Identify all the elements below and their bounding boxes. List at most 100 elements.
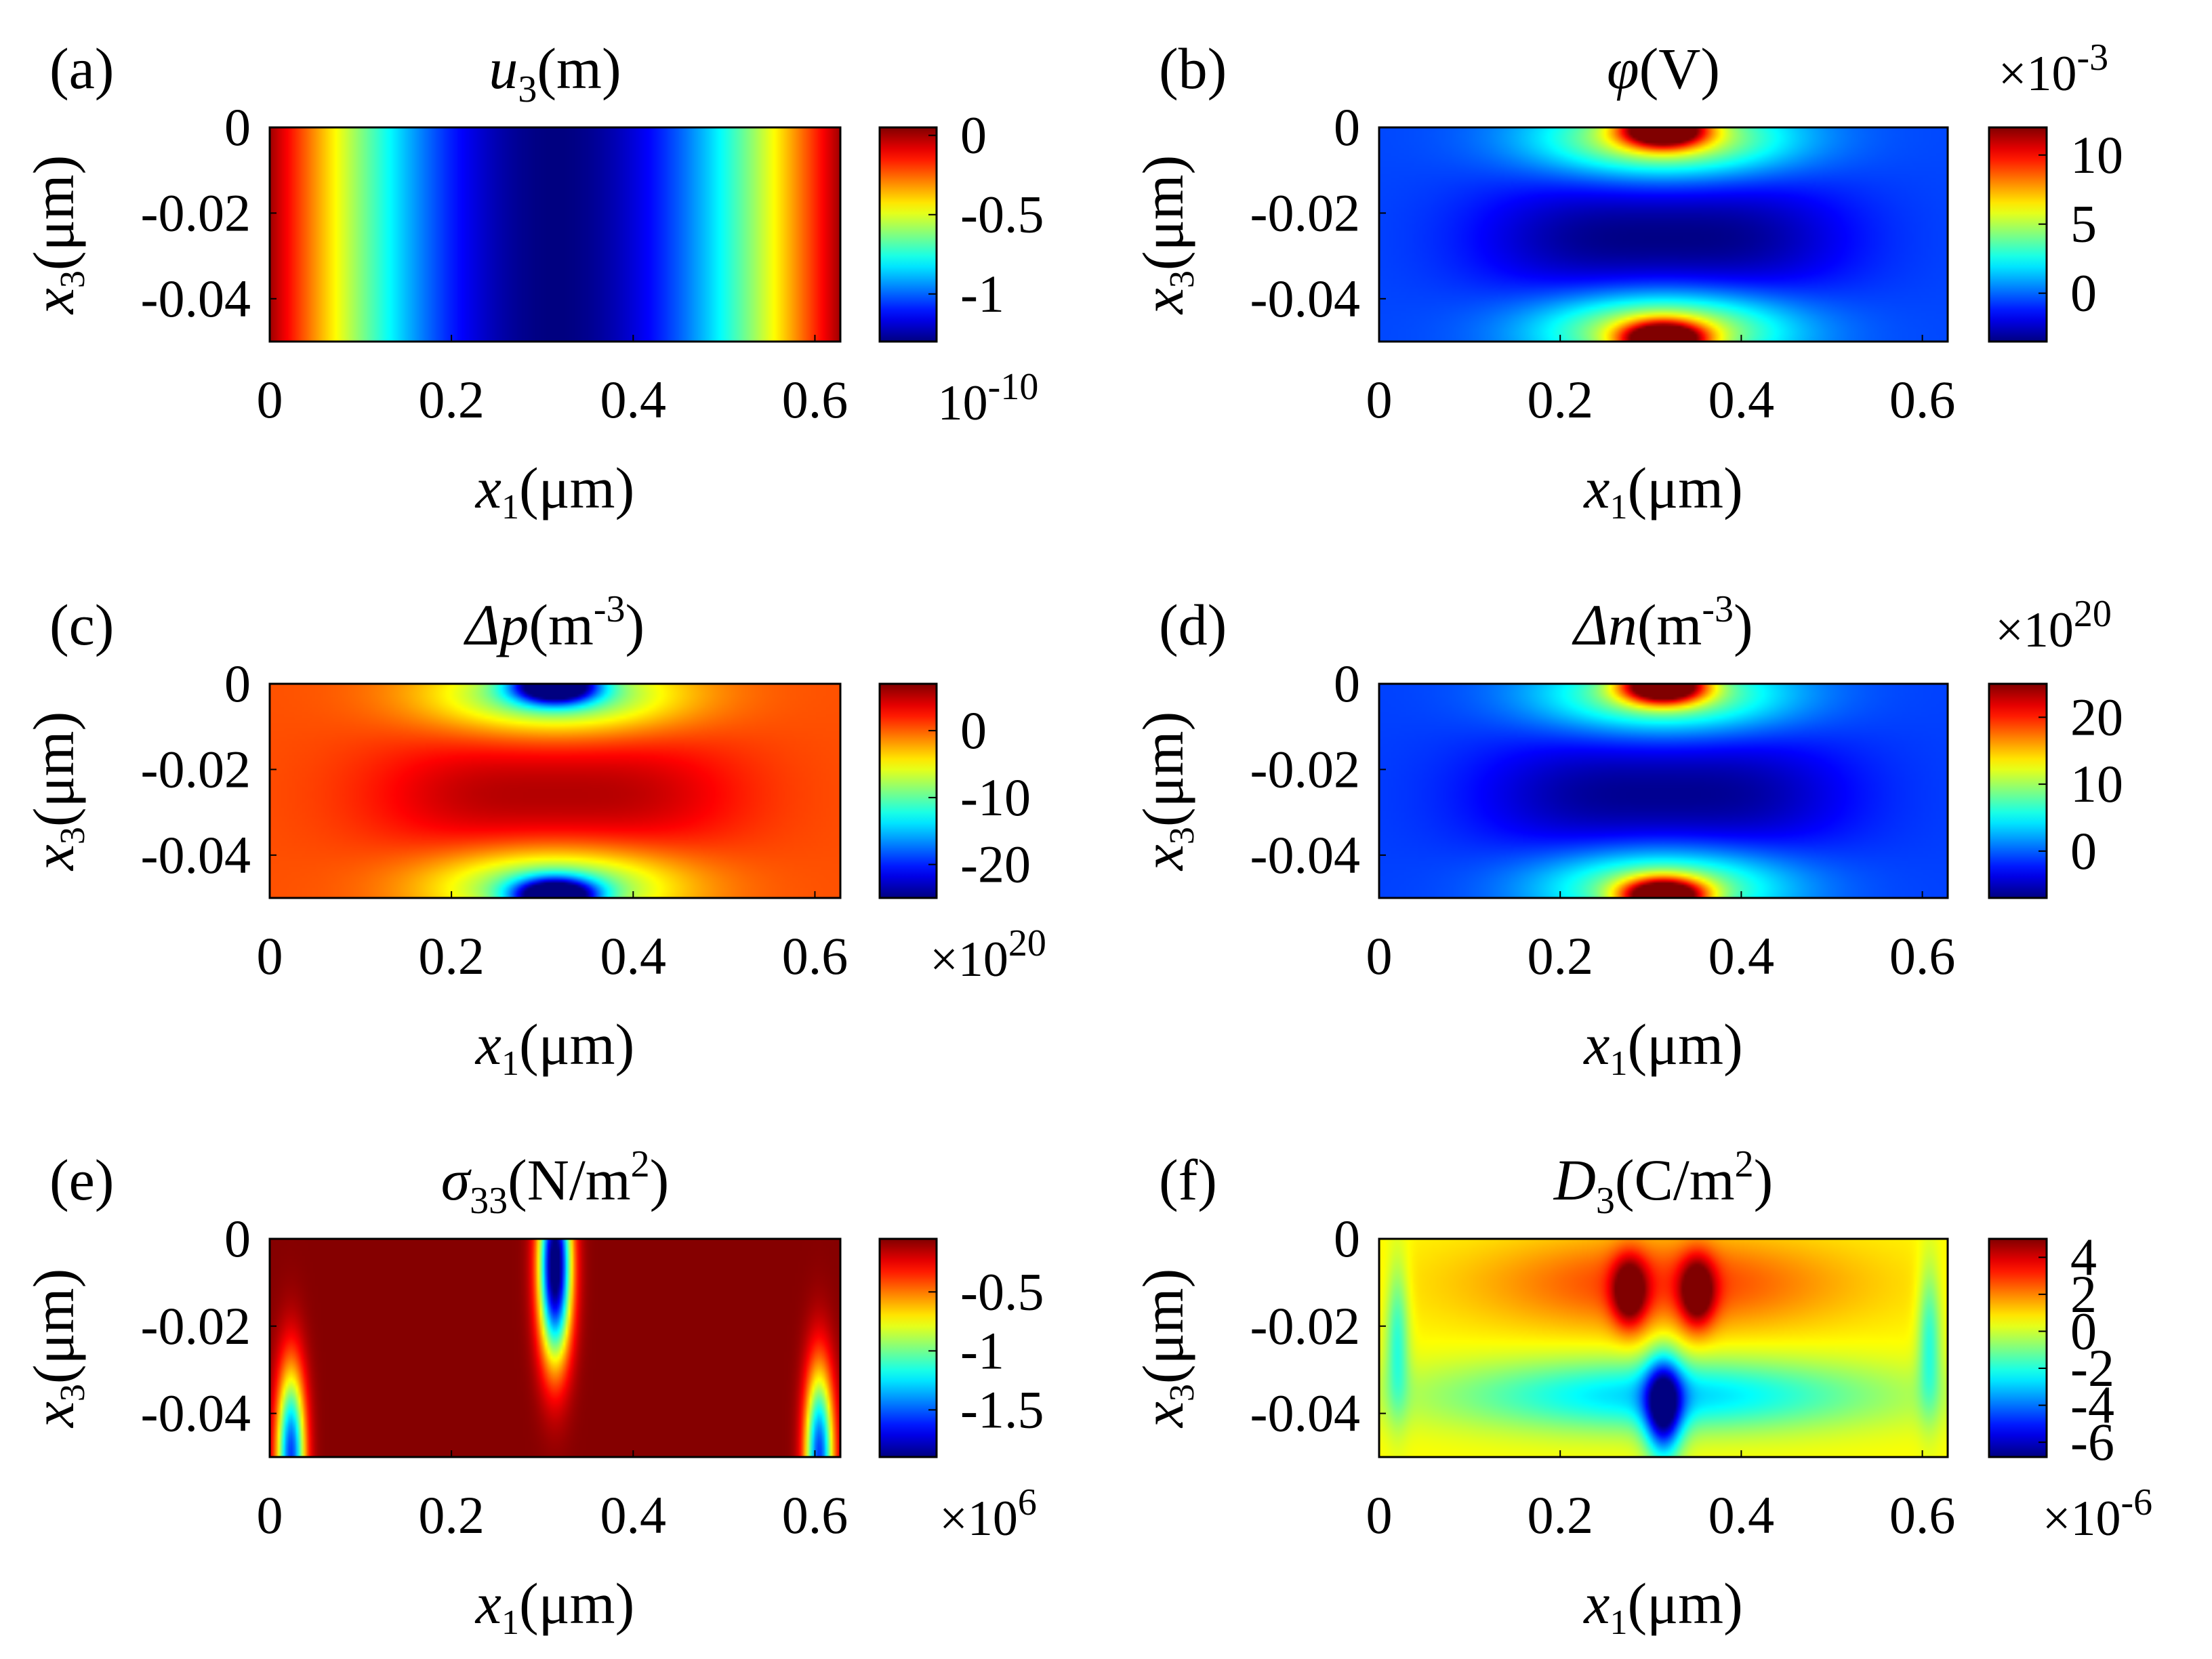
heatmap-image [1379,1239,1948,1457]
y-axis-label-subscript: 3 [54,1384,92,1401]
title-symbol: φ [1607,36,1639,101]
x-axis-label-symbol: x [1582,455,1610,520]
y-axis-label: x3(μm) [21,1269,92,1429]
title-unit: (C/m [1615,1147,1735,1212]
panel-title: u3(m) [489,36,621,110]
x-axis-label-unit: (μm) [1627,1571,1742,1636]
x-tick-label: 0.6 [1889,370,1956,429]
title-unit: (V) [1639,36,1720,101]
heatmap-image [270,127,840,342]
colorbar-exponent-base: ×10 [1995,602,2074,658]
x-tick-label: 0.2 [418,926,485,985]
title-symbol: σ [441,1147,472,1212]
x-axis-label-subscript: 1 [1610,1044,1627,1083]
plot-frame [1378,682,1949,899]
x-axis-label: x1(μm) [1582,455,1742,527]
y-axis-label-subscript: 3 [1163,827,1202,844]
y-axis-label-subscript: 3 [1163,270,1202,288]
panel-label: (c) [49,592,114,657]
x-tick-label: 0.4 [600,926,667,985]
colorbar-exponent-power: -3 [2077,37,2109,79]
y-axis-label-unit: (μm) [21,1269,86,1384]
x-tick-label: 0 [1366,370,1393,429]
panel-f: 0 0.2 0.4 0.60-0.02-0.04x1(μm)x3(μm)D3(C/m2… [1130,1143,2152,1642]
colorbar-tick-label: 20 [2070,687,2123,746]
colorbar-tick-label: 4 [2070,1227,2097,1286]
y-tick-label: -0.02 [1250,183,1360,242]
colorbar-exponent-power: 6 [1018,1481,1037,1523]
x-tick-label: 0.2 [1527,370,1593,429]
title-subscript: 3 [1596,1180,1615,1222]
y-axis-label: x3(μm) [1130,712,1202,872]
colorbar-tick-label: -4 [2070,1376,2114,1435]
colorbar-tick-label: 0 [960,106,987,165]
colorbar-tick-label: -6 [2070,1412,2114,1471]
x-tick-label: 0.4 [1708,370,1775,429]
x-tick-label: 0.2 [418,370,485,429]
title-unit: (m [1637,592,1702,657]
x-tick-label: 0.6 [782,926,848,985]
colorbar-exponent-base: ×10 [1999,46,2077,102]
colorbar [1988,126,2048,343]
colorbar-exponent-power: 20 [2074,593,2112,635]
panel-label: (d) [1159,592,1227,657]
panel-label: (e) [49,1147,114,1212]
panel-c: 0 0.2 0.4 0.60-0.02-0.04x1(μm)x3(μm)Δp(m-3)… [21,588,1046,1083]
plot-frame [268,682,842,899]
x-axis-label: x1(μm) [474,1012,634,1083]
x-axis-label-symbol: x [474,1571,501,1636]
y-axis-label-unit: (μm) [1130,155,1195,270]
y-axis-label: x3(μm) [21,155,92,315]
title-close-paren: ) [1734,592,1753,657]
plot-frame [1378,126,1949,343]
x-tick-label: 0.6 [1889,926,1956,985]
title-close-paren: ) [650,1147,670,1212]
x-tick-label: 0.2 [418,1486,485,1544]
y-tick-label: 0 [224,98,251,157]
x-tick-label: 0.4 [1708,1486,1775,1544]
title-symbol: Δp [464,592,529,657]
panel-title: Δn(m-3) [1572,588,1753,657]
y-axis-label-symbol: x [1130,288,1195,315]
x-axis-label: x1(μm) [474,1571,634,1642]
plot-frame [1378,1237,1949,1458]
title-symbol: D [1553,1147,1596,1212]
title-close-paren: ) [626,592,645,657]
y-axis-label-symbol: x [1130,844,1195,872]
title-unit: (m [529,592,594,657]
x-axis-label-subscript: 1 [1610,488,1627,527]
title-superscript: -3 [1702,588,1734,630]
colorbar-tick-label: -1 [960,1321,1004,1380]
y-axis-label-subscript: 3 [54,270,92,288]
y-tick-label: -0.04 [1250,825,1360,884]
x-tick-label: 0 [257,370,283,429]
y-tick-label: 0 [1334,98,1360,157]
title-unit: (m) [537,36,621,101]
y-axis-label-subscript: 3 [1163,1384,1202,1401]
plot-frame [268,126,842,343]
x-tick-label: 0 [257,1486,283,1544]
x-tick-label: 0 [257,926,283,985]
y-tick-label: -0.02 [141,183,251,242]
colorbar-tick-label: -1 [960,264,1004,323]
x-tick-label: 0.6 [782,1486,848,1544]
colorbar [878,1237,938,1458]
colorbar-tick-label: -20 [960,835,1031,894]
y-tick-label: 0 [224,1209,251,1268]
title-subscript: 3 [518,68,537,110]
x-axis-label-symbol: x [474,1012,501,1077]
panel-title: D3(C/m2) [1553,1143,1774,1222]
colorbar-exponent: ×10-3 [1999,37,2108,102]
colorbar-tick-label: 10 [2070,125,2123,184]
panel-label: (a) [49,36,114,101]
panel-title: Δp(m-3) [464,588,644,657]
x-axis-label-unit: (μm) [519,455,634,520]
plot-frame [268,1237,842,1458]
y-tick-label: -0.02 [1250,1296,1360,1355]
colorbar-exponent: ×1020 [1995,593,2112,658]
x-axis-label: x1(μm) [1582,1571,1742,1642]
heatmap-image [270,684,840,898]
y-axis-label: x3(μm) [21,712,92,872]
y-axis-label-symbol: x [21,288,86,315]
